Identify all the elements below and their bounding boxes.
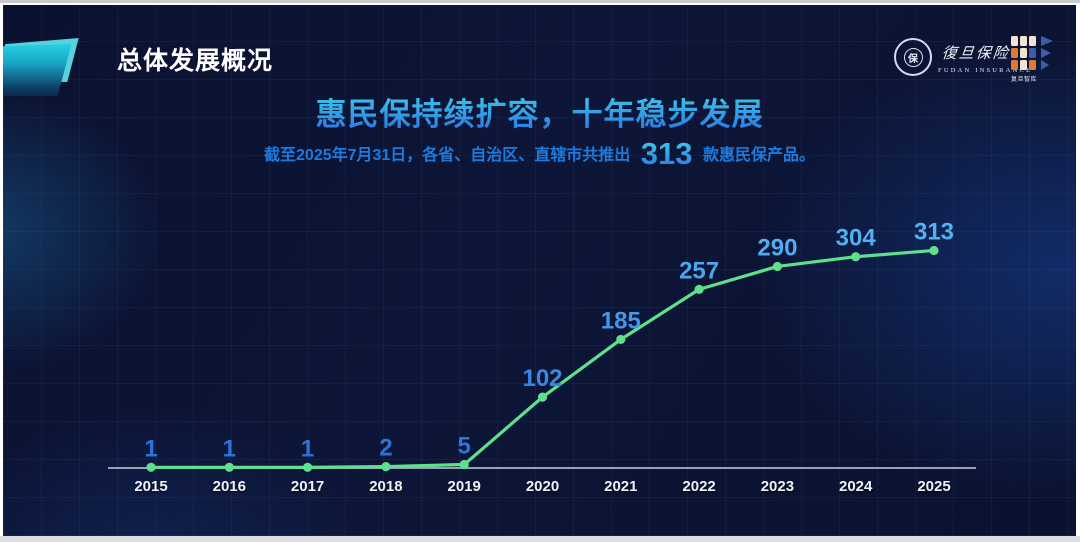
logo-grid-cell bbox=[1020, 48, 1027, 58]
value-label: 257 bbox=[679, 257, 719, 284]
x-tick-label: 2023 bbox=[761, 478, 794, 495]
x-tick-label: 2024 bbox=[839, 478, 873, 495]
background-grid-pattern bbox=[3, 5, 1076, 536]
data-point bbox=[616, 334, 626, 345]
value-label: 5 bbox=[458, 433, 471, 460]
chart-headline: 惠民保持续扩容，十年稳步发展 bbox=[3, 89, 1076, 134]
x-tick-label: 2018 bbox=[369, 478, 402, 495]
logo-arrow-icon bbox=[1041, 36, 1053, 72]
fudan-insurance-wordmark: 復旦保险 FUDAN INSURANCE bbox=[938, 42, 1033, 74]
value-label: 1 bbox=[223, 435, 236, 462]
x-tick-label: 2015 bbox=[134, 478, 167, 495]
logo-grid-cell bbox=[1029, 60, 1036, 70]
logo-grid-cell bbox=[1029, 36, 1036, 46]
logo-grid-cell bbox=[1011, 48, 1018, 58]
value-label: 2 bbox=[379, 435, 392, 462]
value-label: 185 bbox=[601, 307, 641, 334]
data-point bbox=[537, 392, 548, 402]
subtitle-suffix: 款惠民保产品。 bbox=[702, 147, 815, 164]
logo-chevron bbox=[1041, 48, 1051, 58]
trend-chart: 1 2015 1 2016 1 2017 2 2018 5 2019 102 2020 185 2021 2… bbox=[108, 218, 976, 495]
data-point bbox=[851, 252, 861, 262]
value-label: 1 bbox=[301, 435, 314, 462]
logo-chevron bbox=[1041, 36, 1053, 46]
data-point bbox=[224, 462, 234, 472]
slide-background: 总体发展概况 保 復旦保险 FUDAN INSURANCE 复旦智库 惠民保持续… bbox=[3, 5, 1076, 536]
data-point bbox=[694, 284, 704, 294]
logo-grid-cell bbox=[1011, 60, 1018, 70]
seal-center-character: 保 bbox=[903, 47, 923, 67]
fudan-insurance-caption: FUDAN INSURANCE bbox=[938, 67, 1033, 74]
logo-grid-cell bbox=[1011, 36, 1018, 46]
value-label: 313 bbox=[914, 218, 954, 245]
x-tick-label: 2019 bbox=[448, 478, 481, 495]
logo-grid-cell bbox=[1020, 36, 1027, 46]
value-label: 290 bbox=[757, 234, 797, 261]
data-point bbox=[772, 261, 783, 272]
data-point bbox=[303, 462, 313, 472]
thinktank-caption: 复旦智库 bbox=[1011, 77, 1038, 83]
data-point bbox=[381, 462, 391, 472]
trend-line bbox=[149, 248, 936, 469]
value-label: 102 bbox=[522, 365, 562, 392]
section-title: 总体发展概况 bbox=[117, 47, 274, 75]
subtitle-highlight-number: 313 bbox=[635, 136, 699, 171]
x-tick-label: 2022 bbox=[682, 478, 715, 495]
thinktank-grid-logo: 复旦智库 bbox=[1011, 36, 1069, 84]
x-tick-label: 2021 bbox=[604, 478, 637, 495]
x-tick-label: 2025 bbox=[917, 478, 950, 495]
value-label: 1 bbox=[144, 435, 157, 462]
page-bottom-strip bbox=[0, 536, 1080, 542]
fudan-calligraphy-text: 復旦保险 bbox=[940, 44, 1011, 62]
logo-grid-cell bbox=[1029, 48, 1036, 58]
value-label: 304 bbox=[836, 225, 877, 252]
data-point bbox=[459, 459, 469, 470]
teal-corner-decoration bbox=[3, 30, 85, 96]
x-tick-label: 2020 bbox=[526, 478, 559, 495]
x-tick-label: 2016 bbox=[213, 478, 246, 495]
subtitle-prefix: 截至2025年7月31日，各省、自治区、直辖市共推出 bbox=[264, 147, 631, 164]
x-tick-label: 2017 bbox=[291, 478, 324, 495]
data-point bbox=[929, 245, 939, 256]
chart-subtitle: 截至2025年7月31日，各省、自治区、直辖市共推出 313 款惠民保产品。 bbox=[3, 136, 1076, 174]
data-point bbox=[146, 462, 156, 472]
logo-chevron bbox=[1041, 60, 1049, 70]
logo-grid-cells bbox=[1011, 36, 1036, 70]
logo-grid-cell bbox=[1020, 60, 1027, 70]
fudan-insurance-seal-logo: 保 bbox=[894, 38, 932, 76]
